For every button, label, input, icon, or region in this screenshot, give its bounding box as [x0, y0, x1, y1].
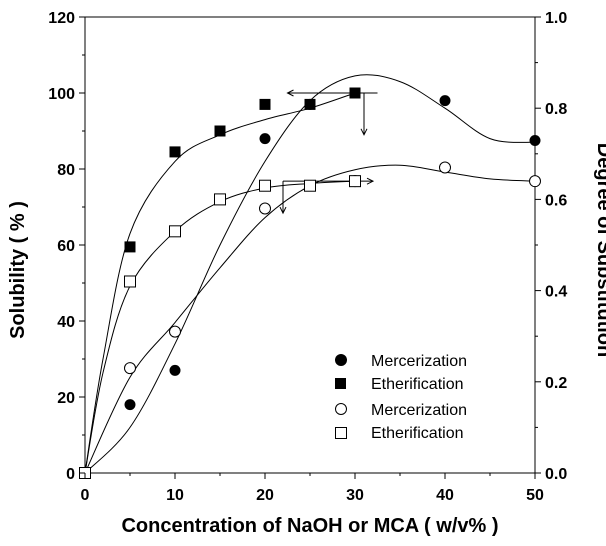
- data-markers: [79, 87, 541, 479]
- plot-frame: [84, 16, 536, 474]
- arrow-head: [366, 177, 375, 185]
- open-square-marker-icon: [335, 427, 347, 439]
- x-tick-label: 50: [526, 487, 544, 504]
- data-point-etherification-filled: [349, 87, 361, 99]
- data-point-etherification-filled: [304, 98, 316, 110]
- data-point-mercerization-open: [259, 202, 271, 215]
- y-right-tick-label: 0.8: [545, 101, 567, 118]
- y-left-tick-label: 120: [48, 10, 75, 27]
- y-left-tick-label: 80: [57, 162, 75, 179]
- data-point-etherification-filled: [214, 125, 226, 137]
- fit-curve-4: [84, 180, 356, 474]
- fit-curve-1: [84, 74, 536, 474]
- data-point-etherification-filled: [259, 98, 271, 110]
- legend-label: Mercerization: [371, 353, 467, 370]
- data-point-etherification-open: [304, 179, 316, 192]
- y-left-axis-title: Solubility ( % ): [7, 201, 29, 339]
- plot-border: [84, 16, 536, 474]
- data-point-etherification-filled: [169, 146, 181, 158]
- fit-curve-3: [84, 164, 536, 474]
- open-circle-marker-icon: [335, 403, 347, 415]
- data-point-mercerization-filled: [529, 135, 541, 146]
- y-left-axis-ticks: 0 20 40 60 80 100 120: [48, 10, 85, 483]
- y-left-tick-label: 20: [57, 390, 75, 407]
- y-right-tick-label: 1.0: [545, 10, 567, 27]
- y-right-axis-ticks: 0.0 0.2 0.4 0.6 0.8 1.0: [535, 10, 567, 483]
- data-point-etherification-open: [124, 275, 136, 288]
- data-point-etherification-open: [169, 225, 181, 238]
- fit-curve-2: [84, 92, 356, 474]
- y-right-tick-label: 0.0: [545, 466, 567, 483]
- data-point-mercerization-open: [169, 325, 181, 338]
- x-axis-title: Concentration of NaOH or MCA ( w/v% ): [121, 515, 498, 537]
- y-right-tick-label: 0.2: [545, 375, 567, 392]
- data-point-etherification-filled: [124, 241, 136, 253]
- y-right-tick-label: 0.6: [545, 192, 567, 209]
- x-tick-label: 30: [346, 487, 364, 504]
- data-point-etherification-open: [214, 193, 226, 206]
- y-left-tick-label: 60: [57, 238, 75, 255]
- data-point-mercerization-filled: [259, 133, 271, 145]
- arrow-head: [286, 89, 294, 97]
- data-point-etherification-open: [349, 175, 361, 188]
- legend: Mercerization Etherification Mercerizati…: [335, 353, 467, 442]
- y-right-tick-label: 0.4: [545, 284, 567, 301]
- legend-label: Etherification: [371, 425, 464, 442]
- fit-curves: [84, 74, 536, 474]
- legend-label: Etherification: [371, 376, 464, 393]
- legend-item-etherification-filled: Etherification: [335, 376, 464, 393]
- data-point-mercerization-filled: [439, 95, 451, 107]
- y-left-tick-label: 100: [48, 86, 75, 103]
- y-right-axis-title: Degree of Substitution: [593, 143, 606, 357]
- x-tick-label: 10: [166, 487, 184, 504]
- data-point-mercerization-filled: [124, 399, 136, 411]
- filled-square-marker-icon: [335, 378, 346, 389]
- y-left-tick-label: 0: [66, 466, 75, 483]
- data-point-etherification-open: [259, 179, 271, 192]
- data-point-mercerization-filled: [169, 364, 181, 376]
- filled-circle-marker-icon: [335, 354, 347, 366]
- y-left-tick-label: 40: [57, 314, 75, 331]
- legend-item-mercerization-open: Mercerization: [335, 402, 467, 419]
- x-tick-label: 40: [436, 487, 454, 504]
- x-axis-ticks: 0 10 20 30 40 50: [81, 473, 544, 504]
- data-point-mercerization-open: [439, 161, 451, 174]
- data-point-mercerization-open: [124, 362, 136, 375]
- arrow-head: [360, 128, 368, 136]
- x-tick-label: 20: [256, 487, 274, 504]
- data-point-mercerization-open: [529, 175, 541, 188]
- legend-label: Mercerization: [371, 402, 467, 419]
- legend-item-mercerization-filled: Mercerization: [335, 353, 467, 370]
- arrow-head: [279, 206, 287, 215]
- x-tick-label: 0: [81, 487, 90, 504]
- legend-item-etherification-open: Etherification: [335, 425, 464, 442]
